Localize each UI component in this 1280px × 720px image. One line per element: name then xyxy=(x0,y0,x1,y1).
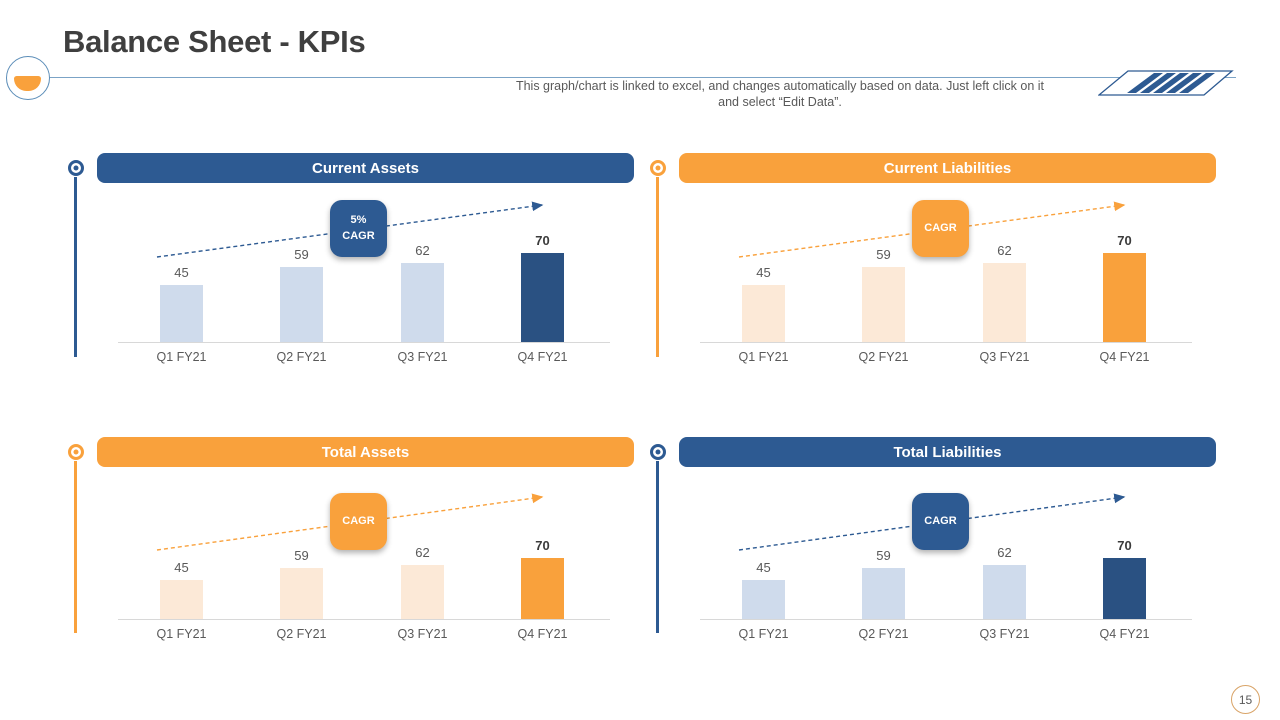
chart-title: Current Assets xyxy=(312,159,419,177)
chart-title-bar: Total Liabilities xyxy=(679,437,1216,467)
trend-arrow-icon xyxy=(156,493,544,551)
category-label: Q1 FY21 xyxy=(738,627,789,641)
category-label: Q4 FY21 xyxy=(1099,350,1150,364)
bar-value-label: 59 xyxy=(294,548,309,563)
category-label: Q1 FY21 xyxy=(738,350,789,364)
category-label: Q1 FY21 xyxy=(156,350,207,364)
bar-value-label: 45 xyxy=(756,265,771,280)
bar-value-label: 62 xyxy=(997,545,1012,560)
chart-title: Current Liabilities xyxy=(883,159,1012,177)
bar-q2-fy21 xyxy=(280,267,323,342)
bar-value-label: 62 xyxy=(997,243,1012,258)
category-label: Q4 FY21 xyxy=(517,627,568,641)
bar-value-label: 70 xyxy=(535,233,550,248)
cagr-badge-text: 5% xyxy=(350,214,367,227)
excel-link-note-line1: This graph/chart is linked to excel, and… xyxy=(515,79,1045,93)
excel-link-note-line2: and select “Edit Data”. xyxy=(718,94,842,109)
bar-value-label: 59 xyxy=(294,247,309,262)
bar-q2-fy21 xyxy=(862,568,905,619)
category-label: Q2 FY21 xyxy=(858,627,909,641)
chart-title: Total Assets xyxy=(321,443,410,461)
cagr-badge-text: CAGR xyxy=(342,229,375,242)
timeline-marker-icon xyxy=(68,160,84,176)
bar-q1-fy21 xyxy=(742,285,785,342)
bar-value-label: 70 xyxy=(1117,233,1132,248)
chart-title-bar: Current Assets xyxy=(97,153,634,183)
logo-bowl-icon xyxy=(14,76,41,91)
timeline-marker-dot-icon xyxy=(655,449,661,455)
bar-value-label: 45 xyxy=(174,560,189,575)
chart-title: Total Liabilities xyxy=(893,443,1002,461)
chart-total-assets[interactable]: Total Assets CAGR 45 Q1 FY21 59 Q2 FY21 62 Q3 F… xyxy=(60,433,652,653)
cagr-badge: 5% CAGR xyxy=(330,200,387,257)
bar-q3-fy21 xyxy=(983,565,1026,619)
cagr-badge: CAGR xyxy=(912,200,969,257)
bar-q1-fy21 xyxy=(160,580,203,619)
bar-value-label: 62 xyxy=(415,243,430,258)
trend-arrow-icon xyxy=(156,201,544,258)
axis-baseline xyxy=(700,619,1192,620)
bar-q1-fy21 xyxy=(160,285,203,342)
cagr-badge-text: CAGR xyxy=(924,221,957,234)
chart-current-assets[interactable]: Current Assets 5% CAGR 45 Q1 FY21 59 Q2 FY21 62… xyxy=(60,150,652,382)
bar-q4-fy21 xyxy=(521,253,564,342)
timeline-marker-icon xyxy=(68,444,84,460)
excel-link-note: This graph/chart is linked to excel, and… xyxy=(460,79,1100,110)
cagr-badge-text: CAGR xyxy=(342,514,375,527)
timeline-line xyxy=(656,461,659,633)
bar-q3-fy21 xyxy=(983,263,1026,342)
trend-arrow-icon xyxy=(738,493,1126,551)
page-number: 15 xyxy=(1231,685,1260,714)
timeline-line xyxy=(656,177,659,357)
bar-value-label: 59 xyxy=(876,548,891,563)
axis-baseline xyxy=(700,342,1192,343)
bar-q3-fy21 xyxy=(401,565,444,619)
bar-value-label: 70 xyxy=(1117,538,1132,553)
cagr-badge: CAGR xyxy=(912,493,969,550)
bar-q2-fy21 xyxy=(280,568,323,619)
bar-q4-fy21 xyxy=(521,558,564,619)
category-label: Q2 FY21 xyxy=(276,627,327,641)
cagr-badge: CAGR xyxy=(330,493,387,550)
category-label: Q4 FY21 xyxy=(517,350,568,364)
category-label: Q2 FY21 xyxy=(276,350,327,364)
chart-current-liabilities[interactable]: Current Liabilities CAGR 45 Q1 FY21 59 Q2 FY2… xyxy=(642,150,1234,382)
category-label: Q3 FY21 xyxy=(397,350,448,364)
bar-q4-fy21 xyxy=(1103,253,1146,342)
bar-value-label: 62 xyxy=(415,545,430,560)
category-label: Q4 FY21 xyxy=(1099,627,1150,641)
category-label: Q3 FY21 xyxy=(979,350,1030,364)
timeline-marker-dot-icon xyxy=(655,165,661,171)
category-label: Q3 FY21 xyxy=(979,627,1030,641)
bar-q1-fy21 xyxy=(742,580,785,619)
timeline-line xyxy=(74,461,77,633)
timeline-marker-icon xyxy=(650,444,666,460)
chart-total-liabilities[interactable]: Total Liabilities CAGR 45 Q1 FY21 59 Q2 FY21 6… xyxy=(642,433,1234,653)
bar-q3-fy21 xyxy=(401,263,444,342)
axis-baseline xyxy=(118,619,610,620)
bar-value-label: 45 xyxy=(174,265,189,280)
bar-q2-fy21 xyxy=(862,267,905,342)
divider-line xyxy=(46,77,1236,78)
bar-value-label: 59 xyxy=(876,247,891,262)
timeline-marker-dot-icon xyxy=(73,165,79,171)
category-label: Q1 FY21 xyxy=(156,627,207,641)
deco-stripes-icon xyxy=(1098,70,1234,96)
category-label: Q3 FY21 xyxy=(397,627,448,641)
timeline-marker-icon xyxy=(650,160,666,176)
axis-baseline xyxy=(118,342,610,343)
logo-icon xyxy=(6,56,50,100)
chart-title-bar: Total Assets xyxy=(97,437,634,467)
bar-value-label: 70 xyxy=(535,538,550,553)
chart-title-bar: Current Liabilities xyxy=(679,153,1216,183)
trend-arrow-icon xyxy=(738,201,1126,258)
timeline-marker-dot-icon xyxy=(73,449,79,455)
bar-value-label: 45 xyxy=(756,560,771,575)
timeline-line xyxy=(74,177,77,357)
cagr-badge-text: CAGR xyxy=(924,514,957,527)
category-label: Q2 FY21 xyxy=(858,350,909,364)
page-title: Balance Sheet - KPIs xyxy=(63,24,366,59)
bar-q4-fy21 xyxy=(1103,558,1146,619)
